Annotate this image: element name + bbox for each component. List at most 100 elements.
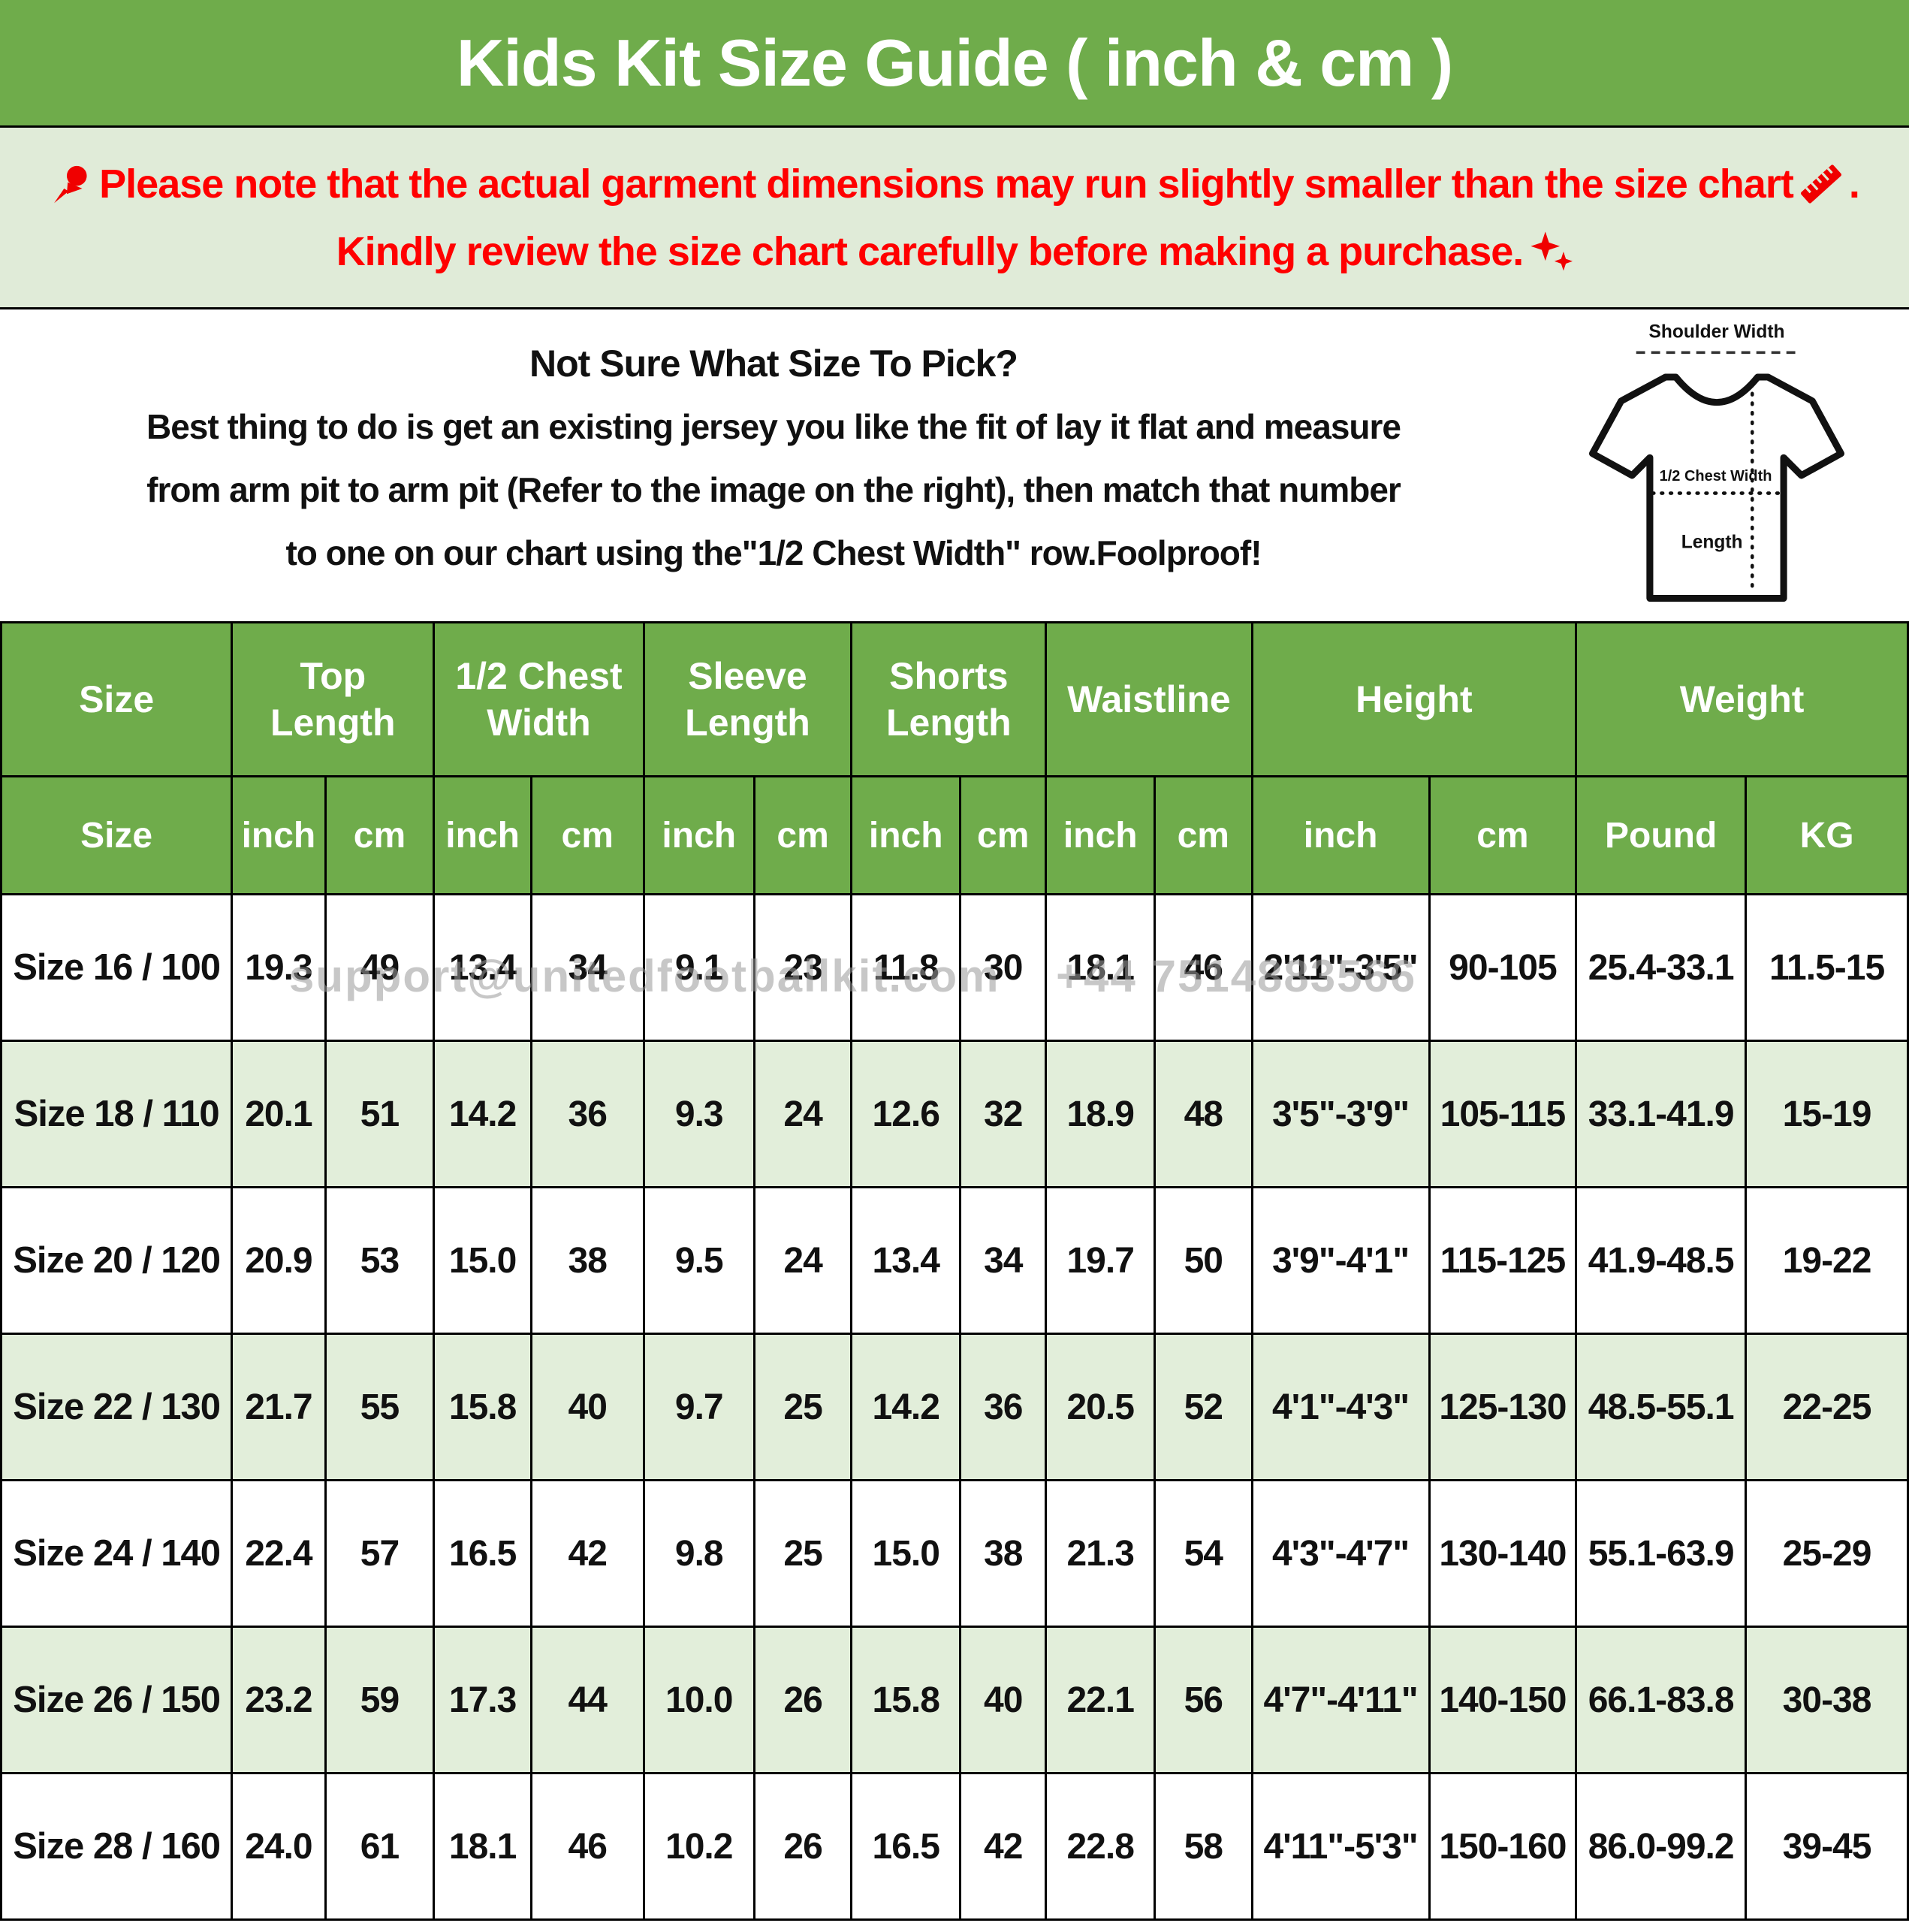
value-cell: 10.0 bbox=[642, 1626, 755, 1774]
value-cell: 52 bbox=[1154, 1333, 1253, 1481]
value-cell: 48.5-55.1 bbox=[1575, 1333, 1748, 1481]
value-cell: 36 bbox=[959, 1333, 1048, 1481]
value-cell: 19.7 bbox=[1045, 1186, 1157, 1335]
value-cell: 14.2 bbox=[433, 1040, 532, 1188]
sub-header: cm bbox=[959, 775, 1048, 895]
table-row: Size 16 / 100 19.3 49 13.4 34 9.1 23 11.8 30 18.1… bbox=[0, 893, 1909, 1042]
value-cell: 39-45 bbox=[1745, 1772, 1909, 1921]
sub-header: inch bbox=[1045, 775, 1157, 895]
value-cell: 18.9 bbox=[1045, 1040, 1157, 1188]
value-cell: 14.2 bbox=[850, 1333, 962, 1481]
value-cell: 42 bbox=[529, 1479, 645, 1628]
value-cell: 41.9-48.5 bbox=[1575, 1186, 1748, 1335]
value-cell: 25 bbox=[752, 1479, 853, 1628]
chest-width-label: 1/2 Chest Width bbox=[1660, 468, 1772, 485]
value-cell: 17.3 bbox=[433, 1626, 532, 1774]
page-title: Kids Kit Size Guide ( inch & cm ) bbox=[456, 25, 1453, 100]
length-label: Length bbox=[1681, 532, 1743, 552]
sub-header: Size bbox=[0, 775, 234, 895]
value-cell: 22-25 bbox=[1745, 1333, 1909, 1481]
value-cell: 9.7 bbox=[642, 1333, 755, 1481]
value-cell: 15-19 bbox=[1745, 1040, 1909, 1188]
value-cell: 40 bbox=[529, 1333, 645, 1481]
notice-line-2-text: Kindly review the size chart carefully b… bbox=[336, 228, 1524, 274]
value-cell: 18.1 bbox=[433, 1772, 532, 1921]
value-cell: 15.8 bbox=[433, 1333, 532, 1481]
value-cell: 23.2 bbox=[231, 1626, 327, 1774]
howto-line-2: Best thing to do is get an existing jers… bbox=[146, 407, 1401, 446]
size-cell: Size 18 / 110 bbox=[0, 1040, 234, 1188]
value-cell: 105-115 bbox=[1428, 1040, 1578, 1188]
value-cell: 22.4 bbox=[231, 1479, 327, 1628]
value-cell: 9.1 bbox=[642, 893, 755, 1042]
notice-line-1-suffix: . bbox=[1848, 161, 1860, 207]
sub-header: inch bbox=[433, 775, 532, 895]
sub-header: inch bbox=[1250, 775, 1431, 895]
group-header-shorts-length: Shorts Length bbox=[850, 621, 1048, 777]
sub-header: cm bbox=[529, 775, 645, 895]
sub-header: cm bbox=[1154, 775, 1253, 895]
size-cell: Size 24 / 140 bbox=[0, 1479, 234, 1628]
value-cell: 15.0 bbox=[850, 1479, 962, 1628]
size-table-wrap: support@unitedfootballkit.com +44 751488… bbox=[0, 621, 1909, 1921]
value-cell: 4'1"-4'3" bbox=[1250, 1333, 1431, 1481]
value-cell: 9.8 bbox=[642, 1479, 755, 1628]
value-cell: 90-105 bbox=[1428, 893, 1578, 1042]
value-cell: 50 bbox=[1154, 1186, 1253, 1335]
value-cell: 9.5 bbox=[642, 1186, 755, 1335]
value-cell: 16.5 bbox=[433, 1479, 532, 1628]
value-cell: 18.1 bbox=[1045, 893, 1157, 1042]
notice-band: Please note that the actual garment dime… bbox=[0, 128, 1909, 309]
value-cell: 4'3"-4'7" bbox=[1250, 1479, 1431, 1628]
table-row: Size 28 / 160 24.0 61 18.1 46 10.2 26 16.5 42 22.… bbox=[0, 1772, 1909, 1921]
notice-line-1-text: Please note that the actual garment dime… bbox=[99, 161, 1794, 207]
value-cell: 11.5-15 bbox=[1745, 893, 1909, 1042]
table-row: Size 22 / 130 21.7 55 15.8 40 9.7 25 14.2 36 20.5… bbox=[0, 1333, 1909, 1481]
sub-header: cm bbox=[324, 775, 436, 895]
value-cell: 53 bbox=[324, 1186, 436, 1335]
sub-header: cm bbox=[1428, 775, 1578, 895]
value-cell: 56 bbox=[1154, 1626, 1253, 1774]
howto-text: Not Sure What Size To Pick? Best thing t… bbox=[8, 332, 1540, 584]
table-row: Size 26 / 150 23.2 59 17.3 44 10.0 26 15.8 40 22.… bbox=[0, 1626, 1909, 1774]
value-cell: 38 bbox=[959, 1479, 1048, 1628]
value-cell: 30-38 bbox=[1745, 1626, 1909, 1774]
value-cell: 34 bbox=[959, 1186, 1048, 1335]
group-header-sleeve-length: Sleeve Length bbox=[642, 621, 853, 777]
value-cell: 115-125 bbox=[1428, 1186, 1578, 1335]
value-cell: 24 bbox=[752, 1186, 853, 1335]
value-cell: 13.4 bbox=[433, 893, 532, 1042]
value-cell: 26 bbox=[752, 1772, 853, 1921]
group-header-top-length: Top Length bbox=[231, 621, 436, 777]
value-cell: 25-29 bbox=[1745, 1479, 1909, 1628]
sub-header: inch bbox=[850, 775, 962, 895]
notice-line-2: Kindly review the size chart carefully b… bbox=[336, 228, 1573, 275]
value-cell: 9.3 bbox=[642, 1040, 755, 1188]
value-cell: 26 bbox=[752, 1626, 853, 1774]
value-cell: 44 bbox=[529, 1626, 645, 1774]
value-cell: 3'5"-3'9" bbox=[1250, 1040, 1431, 1188]
value-cell: 11.8 bbox=[850, 893, 962, 1042]
size-table-body: Size 16 / 100 19.3 49 13.4 34 9.1 23 11.8 30 18.1… bbox=[0, 893, 1909, 1921]
group-header-height: Height bbox=[1250, 621, 1578, 777]
tshirt-outline bbox=[1589, 373, 1844, 602]
value-cell: 55.1-63.9 bbox=[1575, 1479, 1748, 1628]
sparkles-icon bbox=[1531, 231, 1573, 270]
value-cell: 125-130 bbox=[1428, 1333, 1578, 1481]
sub-header: inch bbox=[642, 775, 755, 895]
value-cell: 61 bbox=[324, 1772, 436, 1921]
value-cell: 23 bbox=[752, 893, 853, 1042]
value-cell: 19.3 bbox=[231, 893, 327, 1042]
size-cell: Size 16 / 100 bbox=[0, 893, 234, 1042]
value-cell: 20.9 bbox=[231, 1186, 327, 1335]
table-row: Size 20 / 120 20.9 53 15.0 38 9.5 24 13.4 34 19.7… bbox=[0, 1186, 1909, 1335]
value-cell: 46 bbox=[1154, 893, 1253, 1042]
value-cell: 58 bbox=[1154, 1772, 1253, 1921]
value-cell: 2'11"-3'5" bbox=[1250, 893, 1431, 1042]
value-cell: 33.1-41.9 bbox=[1575, 1040, 1748, 1188]
pushpin-icon bbox=[54, 165, 87, 203]
tshirt-measurement-diagram: Shoulder Width 1/2 Chest Width Length bbox=[1589, 321, 1844, 602]
value-cell: 34 bbox=[529, 893, 645, 1042]
group-header-row: Size Top Length 1/2 Chest Width Sleeve L… bbox=[0, 621, 1909, 777]
size-cell: Size 26 / 150 bbox=[0, 1626, 234, 1774]
